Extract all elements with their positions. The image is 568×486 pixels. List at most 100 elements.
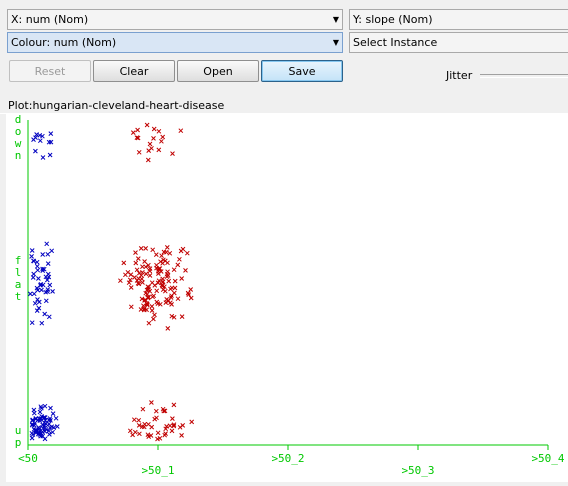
data-point-<50-up bbox=[48, 405, 53, 411]
data-point->50_1-flat bbox=[175, 262, 181, 268]
data-point->50_1-flat bbox=[188, 295, 194, 301]
data-point-<50-flat bbox=[31, 271, 37, 277]
data-point->50_1-down bbox=[136, 149, 142, 155]
data-point->50_1-down bbox=[160, 134, 166, 140]
data-point-<50-flat bbox=[35, 267, 41, 273]
data-point-<50-up bbox=[29, 430, 35, 436]
x-axis-select-label: X: num (Nom) bbox=[11, 13, 89, 26]
data-point->50_1-flat bbox=[151, 316, 156, 322]
data-point-<50-flat bbox=[50, 289, 55, 294]
data-point-<50-flat bbox=[30, 275, 36, 280]
x-axis-select[interactable]: X: num (Nom) ▼ bbox=[7, 9, 343, 30]
data-point->50_1-up bbox=[132, 429, 138, 435]
data-point->50_1-flat bbox=[160, 283, 165, 289]
data-point-<50-flat bbox=[35, 297, 40, 302]
data-point->50_1-flat bbox=[135, 256, 141, 261]
data-point->50_1-flat bbox=[128, 304, 134, 310]
data-point->50_1-down bbox=[159, 138, 164, 144]
data-point->50_1-flat bbox=[168, 286, 173, 292]
data-point->50_1-flat bbox=[165, 269, 170, 275]
jitter-slider[interactable] bbox=[480, 74, 568, 78]
data-point-<50-flat bbox=[46, 314, 52, 320]
data-point->50_1-up bbox=[149, 424, 155, 430]
select-instance-dropdown[interactable]: Select Instance bbox=[349, 32, 568, 53]
data-point->50_1-flat bbox=[143, 290, 149, 296]
data-point-<50-up bbox=[50, 429, 55, 435]
x-axis-tick-label: >50_4 bbox=[531, 452, 564, 465]
data-point-<50-up bbox=[51, 425, 57, 430]
data-point->50_1-down bbox=[135, 135, 141, 141]
data-point->50_1-flat bbox=[139, 296, 145, 302]
x-axis-tick-label: >50_3 bbox=[401, 464, 434, 477]
data-point-<50-flat bbox=[27, 291, 33, 297]
data-point->50_1-up bbox=[136, 417, 142, 423]
data-point-<50-flat bbox=[43, 289, 49, 295]
data-point->50_1-flat bbox=[143, 271, 149, 277]
data-point-<50-up bbox=[43, 426, 49, 432]
data-point-<50-flat bbox=[34, 308, 40, 313]
data-point->50_1-down bbox=[151, 126, 157, 132]
data-point->50_1-down bbox=[170, 151, 175, 156]
data-point-<50-flat bbox=[31, 291, 37, 297]
data-point->50_1-down bbox=[134, 135, 140, 140]
data-point->50_1-flat bbox=[154, 288, 160, 294]
data-point-<50-flat bbox=[39, 320, 45, 326]
data-point->50_1-down bbox=[156, 147, 162, 153]
data-point->50_1-up bbox=[169, 428, 175, 434]
data-point->50_1-flat bbox=[152, 312, 157, 318]
data-point->50_1-flat bbox=[179, 314, 185, 319]
data-point-<50-up bbox=[42, 436, 48, 442]
open-button-label: Open bbox=[203, 64, 233, 78]
data-point-<50-flat bbox=[29, 320, 35, 326]
select-instance-label: Select Instance bbox=[353, 36, 438, 49]
x-axis-tick-label: >50_2 bbox=[271, 452, 304, 465]
colour-select[interactable]: Colour: num (Nom) ▼ bbox=[7, 32, 343, 53]
data-point->50_1-up bbox=[136, 423, 142, 428]
data-point-<50-flat bbox=[40, 252, 46, 257]
data-point->50_1-flat bbox=[135, 280, 141, 286]
data-point->50_1-up bbox=[148, 433, 154, 438]
data-point->50_1-flat bbox=[132, 275, 137, 280]
data-point->50_1-flat bbox=[127, 277, 133, 283]
jitter-label: Jitter bbox=[446, 69, 473, 82]
data-point-<50-up bbox=[47, 432, 52, 437]
data-point->50_1-up bbox=[155, 430, 161, 436]
data-point-<50-up bbox=[53, 415, 59, 421]
scatter-plot-area[interactable]: <50 >50_1 >50_2 >50_3 >50_4 u p f l a t d o w n bbox=[6, 114, 568, 482]
reset-button[interactable]: Reset bbox=[9, 60, 91, 82]
data-point->50_1-flat bbox=[126, 280, 132, 286]
data-point->50_1-flat bbox=[161, 249, 167, 255]
data-point->50_1-flat bbox=[156, 278, 162, 284]
data-point->50_1-up bbox=[180, 423, 186, 428]
y-axis-select[interactable]: Y: slope (Nom) bbox=[349, 9, 568, 30]
chevron-down-icon: ▼ bbox=[332, 15, 340, 24]
data-point-<50-flat bbox=[40, 266, 45, 272]
data-point-<50-up bbox=[50, 411, 56, 416]
data-point->50_1-up bbox=[142, 421, 148, 427]
data-point->50_1-flat bbox=[183, 268, 188, 273]
data-point->50_1-flat bbox=[167, 250, 173, 256]
clear-button[interactable]: Clear bbox=[93, 60, 175, 82]
data-point->50_1-flat bbox=[172, 285, 178, 291]
chevron-down-icon: ▼ bbox=[332, 38, 340, 47]
x-axis-tick-label: <50 bbox=[18, 452, 38, 465]
data-point->50_1-flat bbox=[160, 287, 166, 293]
data-point-<50-flat bbox=[40, 282, 46, 288]
data-point->50_1-flat bbox=[177, 256, 182, 262]
save-button[interactable]: Save bbox=[261, 60, 343, 82]
data-point->50_1-flat bbox=[153, 252, 159, 257]
data-point->50_1-up bbox=[171, 422, 177, 427]
data-point-<50-up bbox=[42, 417, 48, 423]
data-point-<50-up bbox=[38, 416, 44, 421]
data-point->50_1-flat bbox=[164, 245, 170, 250]
open-button[interactable]: Open bbox=[177, 60, 259, 82]
data-point->50_1-up bbox=[171, 402, 177, 408]
data-point->50_1-flat bbox=[118, 278, 123, 284]
data-point->50_1-up bbox=[131, 417, 137, 423]
data-point->50_1-up bbox=[146, 434, 152, 439]
data-point->50_1-flat bbox=[145, 295, 151, 301]
data-point->50_1-flat bbox=[160, 279, 165, 285]
data-point->50_1-down bbox=[130, 130, 136, 135]
data-point->50_1-down bbox=[135, 127, 140, 133]
data-point->50_1-flat bbox=[158, 259, 163, 265]
